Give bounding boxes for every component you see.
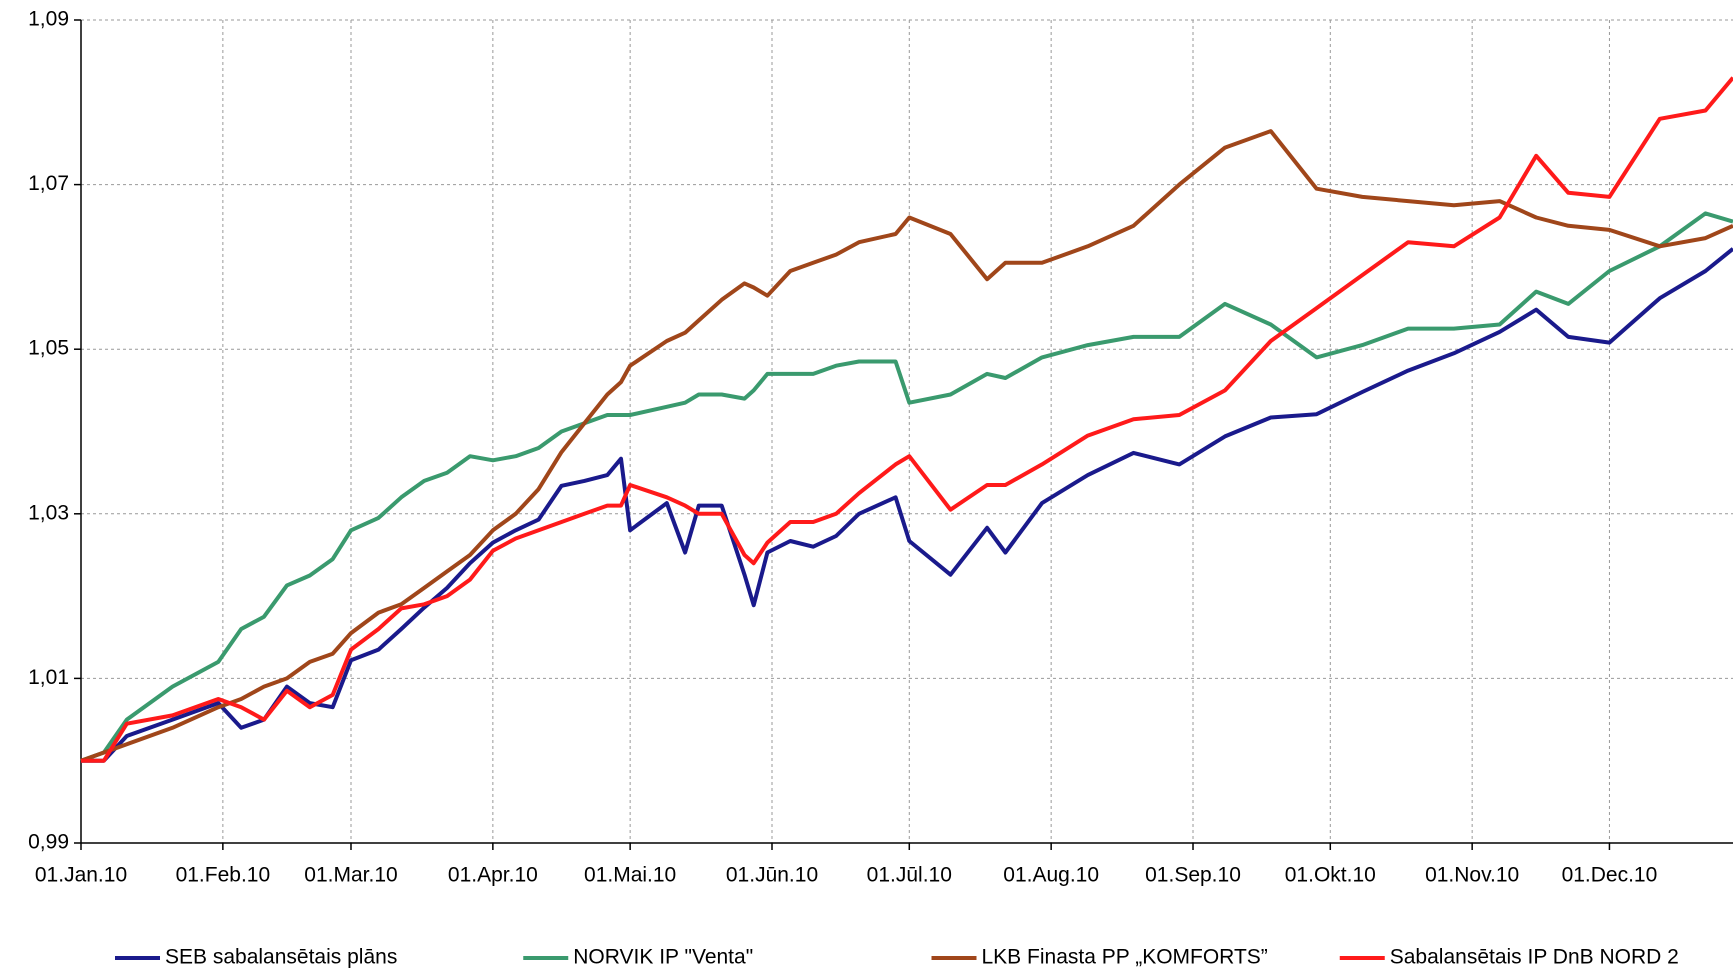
x-tick-label: 01.Feb.10 [176,864,271,887]
legend-label: Sabalansētais IP DnB NORD 2 [1390,946,1679,969]
legend-label: LKB Finasta PP „KOMFORTS” [982,946,1268,969]
x-tick-label: 01.Okt.10 [1285,864,1376,887]
y-tick-label: 0,99 [28,831,69,854]
series-line [80,129,1733,763]
legend-label: NORVIK IP "Venta" [573,946,753,969]
x-tick-label: 01.Apr.10 [448,864,538,887]
y-tick-label: 1,03 [28,501,69,524]
x-tick-label: 01.Mar.10 [304,864,397,887]
series-line [81,76,1733,763]
y-tick-label: 1,09 [28,8,69,31]
x-tick-label: 01.Jūl.10 [867,864,952,887]
x-tick-label: 01.Aug.10 [1003,864,1099,887]
y-tick-label: 1,07 [28,172,69,195]
x-tick-label: 01.Jūn.10 [726,864,818,887]
series-line [80,211,1733,763]
x-tick-label: 01.Jan.10 [35,864,127,887]
y-tick-label: 1,01 [28,666,69,689]
x-tick-label: 01.Dec.10 [1562,864,1658,887]
x-tick-label: 01.Nov.10 [1425,864,1519,887]
x-tick-label: 01.Mai.10 [584,864,676,887]
legend-label: SEB sabalansētais plāns [165,946,397,969]
x-tick-label: 01.Sep.10 [1145,864,1241,887]
y-tick-label: 1,05 [28,337,69,360]
series-line [81,247,1733,763]
